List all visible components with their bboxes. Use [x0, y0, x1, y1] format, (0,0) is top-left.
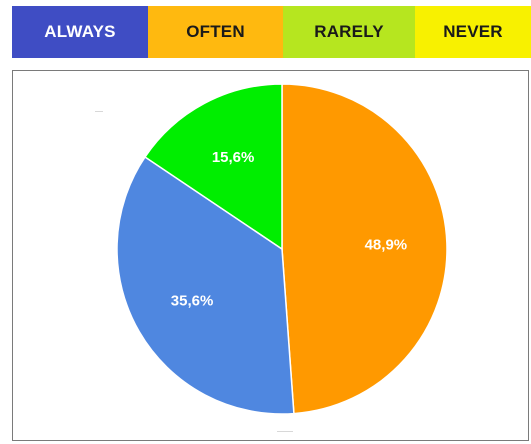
pie-slice-2 — [116, 155, 295, 415]
slice-label-3: 15,6% — [212, 149, 255, 166]
slice-label-1: 48,9% — [365, 237, 408, 254]
pie-slice-1 — [281, 83, 448, 415]
pie-chart: 48,9% 35,6% 15,6% — [116, 83, 448, 415]
slice-label-2: 35,6% — [171, 293, 214, 310]
pie-slice-3 — [144, 83, 283, 251]
legend-item-never: NEVER — [415, 6, 531, 58]
legend-item-rarely: RARELY — [283, 6, 415, 58]
pie-chart-frame: 48,9% 35,6% 15,6% — [12, 70, 529, 441]
legend-bar: ALWAYS OFTEN RARELY NEVER — [12, 6, 531, 58]
legend-item-often: OFTEN — [148, 6, 283, 58]
decorative-mark — [95, 111, 103, 112]
decorative-mark — [277, 431, 293, 432]
legend-item-always: ALWAYS — [12, 6, 148, 58]
